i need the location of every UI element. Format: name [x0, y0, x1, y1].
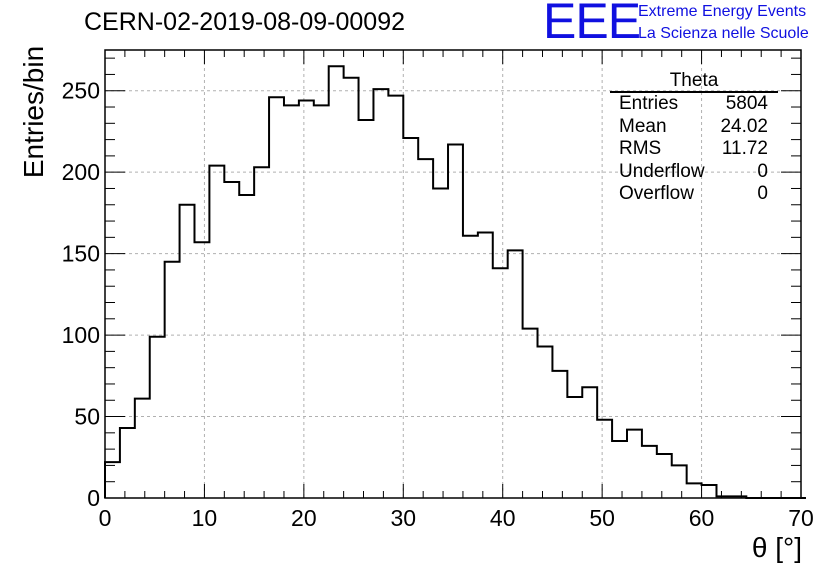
- eee-logo: EEE: [543, 0, 641, 49]
- stats-value: 11.72: [721, 138, 768, 160]
- stats-box: Theta Entries 5804 Mean 24.02 RMS 11.72 …: [610, 70, 778, 206]
- histogram-bin: [284, 105, 299, 498]
- histogram-bin: [373, 89, 388, 498]
- histogram-bin: [552, 371, 567, 498]
- histogram-bin: [463, 236, 478, 498]
- stats-row-underflow: Underflow 0: [610, 161, 778, 184]
- histogram-bin: [523, 329, 538, 498]
- x-tick-label: 20: [291, 505, 317, 531]
- histogram-bin: [209, 166, 224, 498]
- plot-frame: [104, 49, 802, 499]
- histogram-bin: [269, 97, 284, 498]
- histogram-bin: [254, 167, 269, 498]
- logo-line-2: La Scienza nelle Scuole: [638, 25, 809, 42]
- stats-row-rms: RMS 11.72: [610, 138, 778, 161]
- logo-line-1: Extreme Energy Events: [638, 3, 807, 20]
- stats-key: Underflow: [619, 160, 705, 182]
- histogram-bin: [135, 399, 150, 498]
- histogram-bin: [687, 483, 702, 498]
- x-tick-label: 60: [689, 505, 715, 531]
- histogram-bin: [150, 337, 165, 498]
- histogram-bin: [359, 120, 374, 498]
- histogram-bin: [239, 195, 254, 498]
- histogram-bin: [180, 205, 195, 498]
- histogram-bin: [627, 430, 642, 498]
- stats-row-entries: Entries 5804: [610, 93, 778, 116]
- histogram-bin: [224, 182, 239, 498]
- stats-value: 24.02: [720, 115, 768, 137]
- x-tick-label: 30: [390, 505, 416, 531]
- histogram-bin: [314, 105, 329, 498]
- histogram-bin: [538, 346, 553, 498]
- histogram-bin: [388, 96, 403, 498]
- histogram-bin: [642, 446, 657, 498]
- y-tick-label: 0: [87, 485, 100, 511]
- histogram-bin: [657, 454, 672, 498]
- x-axis-label: θ [°]: [751, 532, 802, 563]
- stats-row-mean: Mean 24.02: [610, 116, 778, 139]
- stats-value: 5804: [725, 93, 768, 114]
- histogram-bin: [508, 250, 523, 498]
- stats-row-overflow: Overflow 0: [610, 183, 778, 206]
- stats-title: Theta: [610, 70, 778, 93]
- y-axis-label: Entries/bin: [18, 45, 49, 179]
- x-tick-label: 0: [99, 505, 112, 531]
- stats-key: RMS: [619, 138, 662, 160]
- histogram-bin: [672, 465, 687, 498]
- histogram-bin: [194, 242, 209, 498]
- histogram-bin: [299, 101, 314, 498]
- histogram-line: [104, 65, 806, 499]
- histogram-bin: [403, 138, 418, 498]
- y-tick-label: 150: [62, 241, 100, 267]
- stats-value: 0: [757, 183, 768, 205]
- x-tick-label: 50: [589, 505, 615, 531]
- histogram-bin: [493, 268, 508, 498]
- histogram-bin: [165, 262, 180, 498]
- stats-key: Mean: [619, 115, 667, 137]
- x-tick-label: 40: [490, 505, 516, 531]
- y-tick-label: 100: [62, 322, 100, 348]
- histogram-bin: [120, 428, 135, 498]
- y-tick-label: 250: [62, 78, 100, 104]
- histogram-bin: [448, 144, 463, 498]
- x-tick-label: 10: [192, 505, 218, 531]
- histogram-bin: [478, 232, 493, 498]
- histogram-bin: [702, 485, 717, 498]
- histogram-bin: [582, 387, 597, 498]
- histogram-bin: [329, 66, 344, 498]
- y-tick-label: 50: [74, 404, 100, 430]
- stats-key: Entries: [619, 93, 679, 114]
- histogram-bin: [344, 78, 359, 498]
- histogram-bin: [567, 397, 582, 498]
- y-tick-label: 200: [62, 159, 100, 185]
- x-tick-label: 70: [788, 505, 814, 531]
- stats-key: Overflow: [619, 183, 694, 205]
- stats-value: 0: [757, 160, 768, 182]
- histogram-bin: [433, 188, 448, 498]
- histogram-bin: [597, 420, 612, 498]
- histogram-bin: [612, 441, 627, 498]
- histogram-bin: [418, 159, 433, 498]
- histogram-bin: [105, 462, 120, 498]
- chart-title: CERN-02-2019-08-09-00092: [84, 8, 406, 36]
